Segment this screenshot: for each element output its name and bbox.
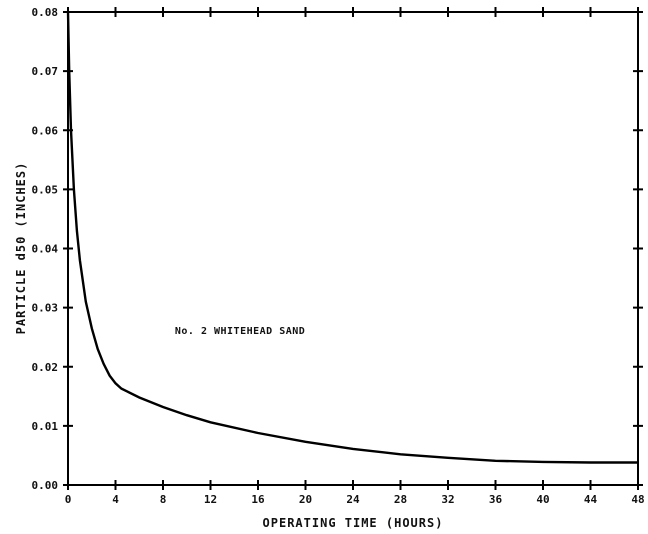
y-axis-title: PARTICLE d50 (INCHES): [14, 162, 28, 335]
x-tick-label: 24: [346, 493, 360, 506]
x-axis-title: OPERATING TIME (HOURS): [263, 516, 444, 530]
x-tick-label: 12: [204, 493, 217, 506]
x-tick-label: 40: [536, 493, 549, 506]
x-tick-label: 16: [251, 493, 265, 506]
y-tick-label: 0.06: [32, 124, 59, 137]
y-tick-label: 0.05: [32, 183, 59, 196]
y-tick-label: 0.01: [32, 420, 59, 433]
y-tick-label: 0.02: [32, 361, 59, 374]
x-tick-label: 28: [394, 493, 407, 506]
y-tick-label: 0.04: [32, 243, 59, 256]
x-tick-label: 48: [631, 493, 644, 506]
y-tick-label: 0.07: [32, 65, 59, 78]
ticks: [63, 7, 643, 490]
y-tick-label: 0.08: [32, 6, 59, 19]
x-tick-label: 36: [489, 493, 503, 506]
x-tick-label: 4: [112, 493, 119, 506]
x-tick-label: 8: [160, 493, 167, 506]
x-tick-label: 0: [65, 493, 72, 506]
x-tick-label: 20: [299, 493, 312, 506]
y-tick-label: 0.00: [32, 479, 59, 492]
series-line: [66, 11, 638, 464]
x-tick-label: 44: [584, 493, 598, 506]
annotation-label: No. 2 WHITEHEAD SAND: [175, 326, 305, 337]
plot-frame: [67, 11, 639, 486]
tick-labels: 0 4 8 12 16 20 24 28 32 36 40 44 480.000.010.020.030…: [32, 6, 645, 506]
x-tick-label: 32: [441, 493, 454, 506]
y-tick-label: 0.03: [32, 302, 59, 315]
